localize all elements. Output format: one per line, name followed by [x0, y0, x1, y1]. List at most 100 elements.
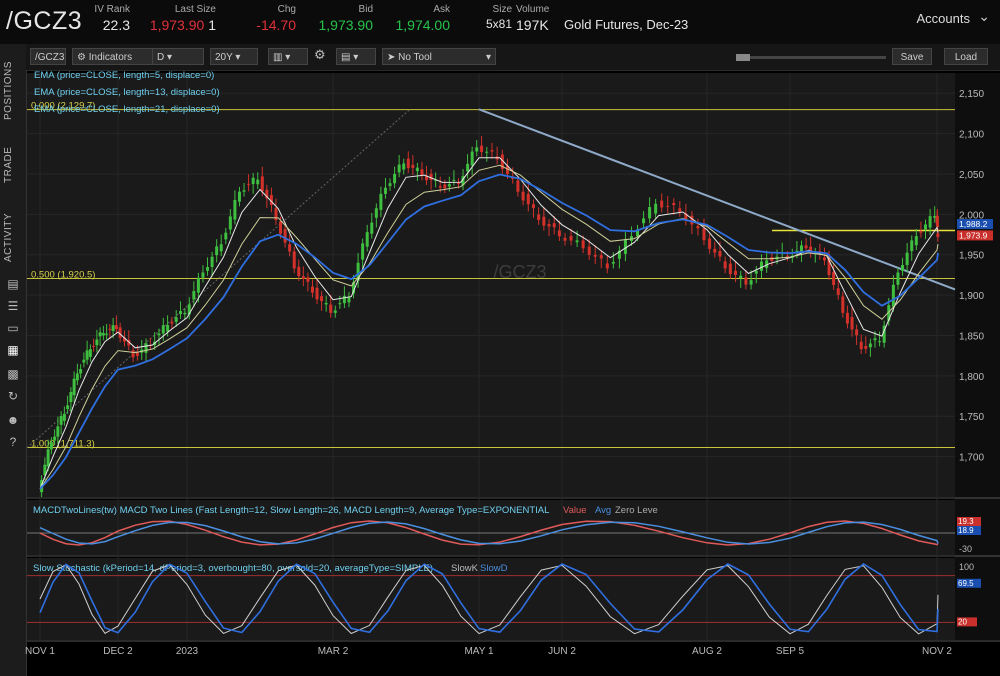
macd-avg-tag: [957, 526, 981, 535]
aggregation-select[interactable]: D ▾: [152, 48, 204, 65]
candle-body: [144, 343, 148, 353]
quote-header: /GCZ3 IV Rank 22.3 Last Size 1,973.90 1 C…: [0, 0, 1000, 44]
candle-body: [754, 270, 758, 274]
candle-body: [447, 184, 451, 187]
candle-body: [79, 368, 83, 374]
candle-body: [587, 246, 591, 255]
candle-body: [315, 287, 319, 300]
candle-body: [443, 184, 447, 189]
candle-body: [795, 250, 799, 252]
last-size-field: Last Size 1,973.90 1: [149, 4, 216, 33]
candle-body: [206, 267, 210, 271]
candle-body: [233, 199, 237, 220]
candle-body: [242, 190, 246, 192]
candle-body: [393, 173, 397, 184]
macd-legend-value: Value: [563, 505, 587, 516]
candle-body: [557, 230, 561, 237]
header-symbol[interactable]: /GCZ3: [6, 7, 83, 35]
x-tick-label: DEC 2: [103, 646, 133, 657]
candle-body: [228, 216, 232, 230]
candle-body: [352, 282, 356, 294]
zoom-slider[interactable]: [736, 54, 886, 61]
candle-body: [678, 208, 682, 212]
candle-body: [882, 325, 886, 343]
candle-body: [855, 329, 859, 336]
candle-body: [219, 244, 223, 252]
gear-icon[interactable]: ⚙: [314, 47, 326, 62]
x-tick-label: AUG 2: [692, 646, 722, 657]
candle-body: [581, 240, 585, 249]
list-icon[interactable]: ▤: [7, 277, 19, 291]
indicators-button[interactable]: ⚙ Indicators: [72, 48, 168, 65]
candle-body: [98, 332, 102, 337]
candle-body: [85, 350, 89, 360]
candle-body: [95, 339, 99, 346]
chart-icon[interactable]: ▦: [7, 343, 19, 357]
candle-body: [531, 204, 535, 209]
candle-body: [552, 223, 556, 228]
stochastic-title: Slow Stochastic (kPeriod=14, dPeriod=3, …: [33, 563, 433, 574]
candle-body: [374, 208, 378, 218]
candle-body: [490, 150, 494, 152]
clipboard-icon[interactable]: ▭: [7, 321, 19, 335]
candle-body: [723, 261, 727, 269]
candle-body: [648, 207, 652, 219]
candle-body: [114, 325, 118, 330]
ask-field: Ask 1,974.00: [395, 4, 451, 33]
left-sidebar: POSITIONS TRADE ACTIVITY ▤ ☰ ▭ ▦ ▩ ↻ ☻ ?: [0, 44, 27, 676]
candle-body: [868, 343, 872, 348]
candle-body: [864, 345, 868, 349]
load-button[interactable]: Load: [944, 48, 988, 65]
chart-style-button[interactable]: ▥ ▾: [268, 48, 308, 65]
candle-body: [265, 189, 269, 199]
candle-body: [905, 252, 909, 266]
candle-body: [765, 260, 769, 269]
candle-body: [933, 215, 937, 218]
candle-body: [734, 270, 738, 275]
candle-body: [324, 302, 328, 305]
x-tick-label: NOV 2: [922, 646, 952, 657]
chevron-down-icon[interactable]: ⌄: [978, 8, 990, 24]
fib-level-label: 0.500 (1,920.5): [31, 270, 95, 281]
candle-body: [135, 352, 139, 356]
candle-body: [406, 158, 410, 169]
candle-body: [728, 263, 732, 275]
people-icon[interactable]: ☻: [6, 413, 20, 427]
chart-toolbar: /GCZ3 ⚙ Indicators D ▾ 20Y ▾ ▥ ▾ ⚙ ▤ ▾ ➤…: [26, 44, 1000, 71]
candle-body: [901, 265, 905, 271]
candle-body: [415, 167, 419, 172]
candle-body: [575, 240, 579, 243]
iv-rank-field: IV Rank 22.3: [94, 4, 130, 33]
range-select[interactable]: 20Y ▾: [210, 48, 258, 65]
macd-legend-avg: Avg: [595, 505, 611, 516]
candle-body: [320, 296, 324, 302]
candle-body: [402, 163, 406, 170]
lines-icon[interactable]: ☰: [7, 299, 19, 313]
x-tick-label: MAR 2: [318, 646, 349, 657]
help-icon[interactable]: ?: [9, 435, 17, 449]
grid-icon[interactable]: ▩: [7, 367, 19, 381]
instrument-description: Gold Futures, Dec-23: [564, 17, 689, 32]
fib-level-label: 0.000 (2,129.7): [31, 101, 95, 112]
chart-symbol-input[interactable]: /GCZ3: [30, 48, 66, 65]
candle-body: [696, 226, 700, 229]
candle-body: [201, 272, 205, 278]
candle-body: [283, 228, 287, 243]
candle-body: [88, 349, 92, 357]
drawing-sets-button[interactable]: ▤ ▾: [336, 48, 376, 65]
candle-body: [192, 291, 196, 300]
save-button[interactable]: Save: [892, 48, 932, 65]
candle-body: [210, 256, 214, 268]
candle-body: [292, 251, 296, 269]
candle-body: [928, 216, 932, 228]
accounts-menu[interactable]: Accounts: [916, 11, 970, 26]
tool-select[interactable]: ➤ No Tool ▾: [382, 48, 496, 65]
candle-body: [43, 464, 47, 476]
refresh-icon[interactable]: ↻: [7, 389, 19, 403]
macd-pane: [27, 500, 955, 555]
candle-body: [739, 275, 743, 279]
candle-body: [470, 151, 474, 166]
study-label: EMA (price=CLOSE, length=5, displace=0): [34, 70, 214, 81]
candle-body: [420, 169, 424, 176]
